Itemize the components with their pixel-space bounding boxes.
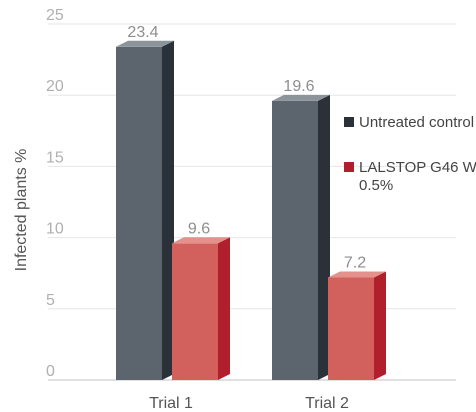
y-tick-label: 10: [46, 221, 64, 238]
bar-lalstop-trial-1: [172, 243, 218, 380]
y-tick-label: 15: [46, 149, 64, 166]
y-tick-label: 25: [46, 7, 64, 24]
bar-side-untreated-control-trial-2: [318, 94, 330, 381]
data-label-lalstop-trial-1: 9.6: [188, 220, 210, 237]
bar-top-lalstop-trial-2: [328, 271, 386, 278]
bar-side-lalstop-trial-1: [218, 237, 230, 380]
x-tick-label: Trial 2: [305, 395, 349, 412]
bar-side-lalstop-trial-2: [374, 271, 386, 380]
bars: 23.4 9.6 19.6 7.2: [116, 24, 386, 381]
legend-label-lalstop-line1: LALSTOP G46 WG: [359, 159, 476, 176]
y-tick-label: 5: [46, 292, 55, 309]
y-axis-label: Infected plants %: [13, 149, 30, 272]
legend: Untreated control LALSTOP G46 WG 0.5%: [344, 114, 476, 194]
legend-label-lalstop-line2: 0.5%: [359, 177, 393, 194]
bar-top-untreated-control-trial-2: [272, 94, 330, 101]
legend-swatch-untreated-control: [344, 117, 354, 127]
y-tick-label: 0: [46, 363, 55, 380]
legend-swatch-lalstop: [344, 162, 354, 172]
x-axis-ticks: Trial 1 Trial 2: [149, 395, 349, 412]
bar-top-untreated-control-trial-1: [116, 40, 174, 47]
bar-lalstop-trial-2: [328, 277, 374, 380]
bar-untreated-control-trial-1: [116, 46, 162, 381]
legend-label-untreated-control: Untreated control: [359, 114, 474, 131]
data-label-untreated-control-trial-2: 19.6: [283, 78, 314, 95]
y-tick-label: 20: [46, 78, 64, 95]
bar-untreated-control-trial-2: [272, 100, 318, 381]
y-axis-ticks: 0 5 10 15 20 25: [46, 7, 64, 380]
x-tick-label: Trial 1: [149, 395, 193, 412]
bar-side-untreated-control-trial-1: [162, 40, 174, 381]
data-label-lalstop-trial-2: 7.2: [344, 254, 366, 271]
bar-top-lalstop-trial-1: [172, 237, 230, 244]
gridlines: [48, 23, 456, 381]
data-label-untreated-control-trial-1: 23.4: [127, 24, 158, 41]
